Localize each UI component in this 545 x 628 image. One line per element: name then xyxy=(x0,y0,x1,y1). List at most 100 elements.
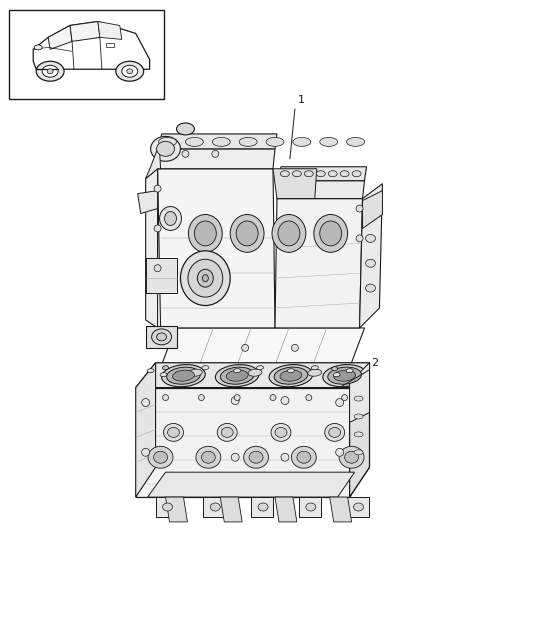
Ellipse shape xyxy=(333,372,340,377)
Ellipse shape xyxy=(347,138,365,146)
Ellipse shape xyxy=(165,212,177,225)
Ellipse shape xyxy=(249,452,263,463)
Ellipse shape xyxy=(202,365,209,370)
Ellipse shape xyxy=(154,265,161,272)
Ellipse shape xyxy=(269,365,313,387)
Polygon shape xyxy=(146,326,178,348)
Ellipse shape xyxy=(274,367,308,384)
Ellipse shape xyxy=(221,428,233,437)
Ellipse shape xyxy=(304,171,313,176)
Ellipse shape xyxy=(142,399,150,406)
Ellipse shape xyxy=(142,448,150,457)
Ellipse shape xyxy=(160,207,181,230)
Ellipse shape xyxy=(272,215,306,252)
Ellipse shape xyxy=(217,423,237,441)
Ellipse shape xyxy=(148,447,173,468)
Ellipse shape xyxy=(316,171,325,176)
Ellipse shape xyxy=(266,138,284,146)
Ellipse shape xyxy=(332,367,338,371)
Ellipse shape xyxy=(231,453,239,461)
Ellipse shape xyxy=(152,329,172,345)
Polygon shape xyxy=(273,169,317,198)
Ellipse shape xyxy=(278,221,300,246)
Ellipse shape xyxy=(354,414,363,419)
Ellipse shape xyxy=(293,138,311,146)
Ellipse shape xyxy=(366,234,376,242)
Polygon shape xyxy=(279,167,367,181)
Ellipse shape xyxy=(356,235,363,242)
Ellipse shape xyxy=(195,221,216,246)
Ellipse shape xyxy=(201,452,215,463)
Bar xyxy=(106,43,114,47)
Polygon shape xyxy=(136,363,370,387)
Ellipse shape xyxy=(328,367,361,384)
Ellipse shape xyxy=(281,396,289,404)
Ellipse shape xyxy=(328,171,337,176)
Ellipse shape xyxy=(281,453,289,461)
Ellipse shape xyxy=(150,136,180,161)
Ellipse shape xyxy=(239,138,257,146)
Ellipse shape xyxy=(287,369,294,372)
Ellipse shape xyxy=(122,65,138,77)
Ellipse shape xyxy=(354,450,363,455)
Ellipse shape xyxy=(212,150,219,157)
Polygon shape xyxy=(33,21,150,69)
Polygon shape xyxy=(347,497,368,517)
Ellipse shape xyxy=(311,365,318,370)
Ellipse shape xyxy=(185,138,203,146)
Ellipse shape xyxy=(220,367,254,384)
Polygon shape xyxy=(349,363,370,497)
Polygon shape xyxy=(349,363,370,423)
Polygon shape xyxy=(299,497,321,517)
Polygon shape xyxy=(48,26,72,50)
Text: 1: 1 xyxy=(298,95,305,105)
Ellipse shape xyxy=(293,171,301,176)
Ellipse shape xyxy=(167,367,201,384)
Polygon shape xyxy=(251,497,273,517)
Polygon shape xyxy=(138,191,158,214)
Ellipse shape xyxy=(308,369,322,376)
Polygon shape xyxy=(146,258,178,293)
Ellipse shape xyxy=(116,62,144,81)
Ellipse shape xyxy=(173,370,195,381)
Ellipse shape xyxy=(275,428,287,437)
Polygon shape xyxy=(148,472,355,497)
Ellipse shape xyxy=(226,370,248,381)
Ellipse shape xyxy=(320,138,338,146)
Ellipse shape xyxy=(159,138,177,146)
Ellipse shape xyxy=(42,65,58,77)
Ellipse shape xyxy=(196,447,221,468)
Ellipse shape xyxy=(366,284,376,292)
Polygon shape xyxy=(136,467,370,497)
Ellipse shape xyxy=(154,185,161,192)
Ellipse shape xyxy=(167,428,179,437)
Polygon shape xyxy=(146,149,161,179)
Ellipse shape xyxy=(234,369,241,372)
Ellipse shape xyxy=(189,369,202,376)
Ellipse shape xyxy=(258,503,268,511)
Ellipse shape xyxy=(160,372,167,377)
Ellipse shape xyxy=(323,365,366,387)
Ellipse shape xyxy=(162,365,205,387)
Ellipse shape xyxy=(156,333,167,341)
Polygon shape xyxy=(166,497,187,522)
Ellipse shape xyxy=(210,503,220,511)
Ellipse shape xyxy=(271,423,291,441)
Polygon shape xyxy=(158,149,275,169)
Ellipse shape xyxy=(354,396,363,401)
Ellipse shape xyxy=(244,447,269,468)
Polygon shape xyxy=(362,191,383,229)
Ellipse shape xyxy=(47,68,53,73)
Polygon shape xyxy=(160,134,277,149)
Ellipse shape xyxy=(182,150,189,157)
Ellipse shape xyxy=(188,259,223,297)
Ellipse shape xyxy=(292,344,298,351)
Ellipse shape xyxy=(339,447,364,468)
Ellipse shape xyxy=(342,394,348,401)
Ellipse shape xyxy=(36,62,64,81)
Ellipse shape xyxy=(236,221,258,246)
Ellipse shape xyxy=(127,68,133,73)
Polygon shape xyxy=(98,21,122,40)
Ellipse shape xyxy=(164,423,184,441)
Polygon shape xyxy=(360,183,383,328)
